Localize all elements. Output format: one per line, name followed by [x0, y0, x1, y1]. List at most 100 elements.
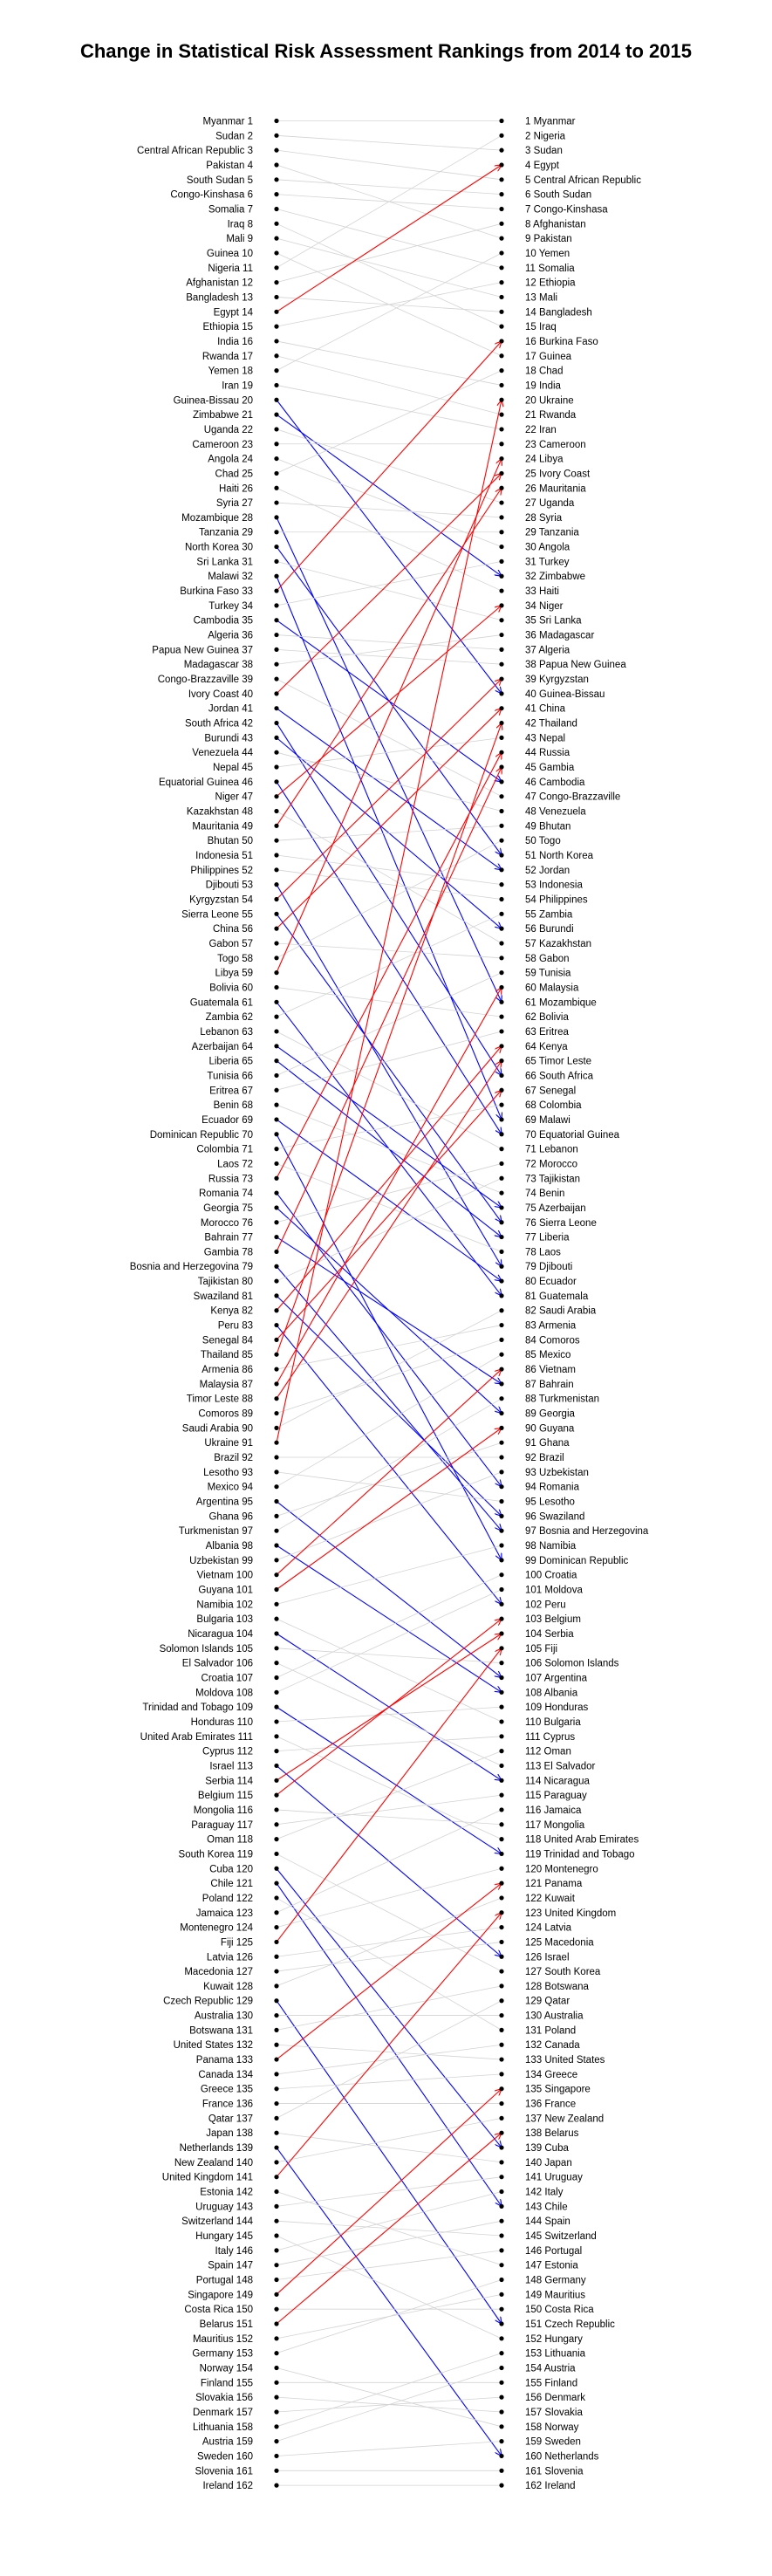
dot-2014-nigeria [274, 265, 279, 271]
change-line-lebanon [276, 1031, 502, 1149]
dot-2015-congo-kinshasa [499, 206, 504, 212]
dot-2014-albania [274, 1543, 279, 1548]
label-2014-poland: Poland 122 [202, 1894, 253, 1904]
change-line-nepal [276, 736, 502, 768]
dot-2015-mali [499, 294, 504, 300]
change-line-venezuela [276, 751, 502, 812]
dot-2014-afghanistan [274, 280, 279, 285]
label-2014-nicaragua: Nicaragua 104 [188, 1629, 253, 1640]
label-2014-ethiopia: Ethiopia 15 [202, 322, 253, 332]
label-2015-papua-new-guinea: 38 Papua New Guinea [525, 660, 626, 670]
dot-2015-montenegro [499, 1866, 504, 1871]
label-2014-venezuela: Venezuela 44 [192, 748, 253, 758]
label-2015-algeria: 37 Algeria [525, 645, 570, 655]
dot-2015-cambodia [499, 779, 504, 784]
label-2015-tanzania: 29 Tanzania [525, 528, 579, 538]
dot-2014-ethiopia [274, 324, 279, 329]
dot-2014-tanzania [274, 530, 279, 535]
label-2015-tunisia: 59 Tunisia [525, 969, 571, 979]
dot-2014-lesotho [274, 1470, 279, 1475]
label-2014-china: China 56 [213, 924, 253, 935]
label-2015-ghana: 91 Ghana [525, 1438, 570, 1449]
dot-2015-colombia [499, 1102, 504, 1107]
label-2014-togo: Togo 58 [217, 954, 253, 964]
change-line-malaysia [276, 987, 502, 1385]
label-2015-montenegro: 120 Montenegro [525, 1864, 598, 1874]
label-2015-syria: 28 Syria [525, 513, 563, 524]
dot-2014-peru [274, 1322, 279, 1328]
label-2014-philippines: Philippines 52 [190, 866, 253, 876]
dot-2014-ghana [274, 1513, 279, 1518]
dot-2015-botswana [499, 1983, 504, 1989]
dot-2015-tajikistan [499, 1175, 504, 1181]
dot-2015-belarus [499, 2130, 504, 2135]
label-2014-ghana: Ghana 96 [208, 1511, 253, 1522]
label-2015-armenia: 83 Armenia [525, 1321, 577, 1332]
label-2015-nepal: 43 Nepal [525, 733, 565, 743]
label-2014-zimbabwe: Zimbabwe 21 [193, 410, 253, 421]
dot-2014-canada [274, 2072, 279, 2077]
label-2015-croatia: 100 Croatia [525, 1571, 577, 1581]
dot-2014-solomon-islands [274, 1646, 279, 1651]
label-2014-singapore: Singapore 149 [188, 2290, 253, 2300]
label-2014-lithuania: Lithuania 158 [193, 2422, 253, 2433]
label-2014-tajikistan: Tajikistan 80 [198, 1277, 253, 1287]
label-2015-guinea: 17 Guinea [525, 352, 572, 362]
dot-2014-united-states [274, 2042, 279, 2047]
label-2015-chile: 143 Chile [525, 2202, 568, 2212]
rank-dots [274, 118, 504, 2488]
dot-2015-malawi [499, 1117, 504, 1122]
label-2015-egypt: 4 Egypt [525, 161, 560, 171]
dot-2014-thailand [274, 1352, 279, 1357]
change-line-laos [276, 1163, 502, 1252]
change-line-austria [276, 2367, 502, 2442]
label-2015-ethiopia: 12 Ethiopia [525, 278, 576, 289]
dot-2014-new-zealand [274, 2160, 279, 2165]
label-2014-qatar: Qatar 137 [208, 2114, 253, 2124]
label-2015-sweden: 159 Sweden [525, 2437, 581, 2448]
dot-2015-uganda [499, 500, 504, 505]
label-2014-chile: Chile 121 [210, 1879, 253, 1889]
dot-2015-peru [499, 1601, 504, 1607]
label-2015-laos: 78 Laos [525, 1247, 561, 1257]
change-line-libya [276, 459, 502, 973]
dot-2015-venezuela [499, 808, 504, 814]
dot-2015-jordan [499, 867, 504, 873]
label-2014-fiji: Fiji 125 [221, 1937, 253, 1948]
label-2014-serbia: Serbia 114 [205, 1776, 253, 1786]
label-2015-timor-leste: 65 Timor Leste [525, 1057, 591, 1067]
label-2015-honduras: 109 Honduras [525, 1702, 588, 1713]
label-2014-mozambique: Mozambique 28 [181, 513, 253, 524]
label-2014-eritrea: Eritrea 67 [209, 1086, 253, 1096]
label-2014-yemen: Yemen 18 [208, 367, 253, 377]
dot-2015-norway [499, 2424, 504, 2429]
change-line-jamaica [276, 1809, 502, 1914]
label-2015-belgium: 103 Belgium [525, 1614, 581, 1625]
label-2015-ecuador: 80 Ecuador [525, 1277, 577, 1287]
dot-2015-armenia [499, 1322, 504, 1328]
dot-2014-liberia [274, 1058, 279, 1064]
label-2015-kyrgyzstan: 39 Kyrgyzstan [525, 675, 589, 685]
dot-2015-iraq [499, 324, 504, 329]
label-2014-argentina: Argentina 95 [196, 1497, 253, 1508]
dot-2014-somalia [274, 206, 279, 212]
dot-2015-niger [499, 603, 504, 608]
label-2014-lebanon: Lebanon 63 [200, 1027, 253, 1038]
dot-2015-azerbaijan [499, 1205, 504, 1210]
change-line-norway [276, 2367, 502, 2428]
label-2014-central-african-republic: Central African Republic 3 [137, 146, 253, 156]
dot-2014-senegal [274, 1337, 279, 1342]
label-2014-belarus: Belarus 151 [200, 2319, 253, 2330]
label-2014-thailand: Thailand 85 [201, 1350, 253, 1360]
label-2014-syria: Syria 27 [216, 498, 253, 509]
label-2015-switzerland: 145 Switzerland [525, 2231, 597, 2242]
dot-2014-uganda [274, 427, 279, 432]
label-2014-uruguay: Uruguay 143 [195, 2202, 253, 2212]
dot-2015-zambia [499, 911, 504, 916]
label-2015-portugal: 146 Portugal [525, 2246, 582, 2257]
label-2014-spain: Spain 147 [208, 2261, 253, 2271]
change-line-bosnia-and-herzegovina [276, 1265, 502, 1531]
dot-2015-uzbekistan [499, 1470, 504, 1475]
dot-2014-denmark [274, 2409, 279, 2415]
dot-2015-czech-republic [499, 2321, 504, 2326]
